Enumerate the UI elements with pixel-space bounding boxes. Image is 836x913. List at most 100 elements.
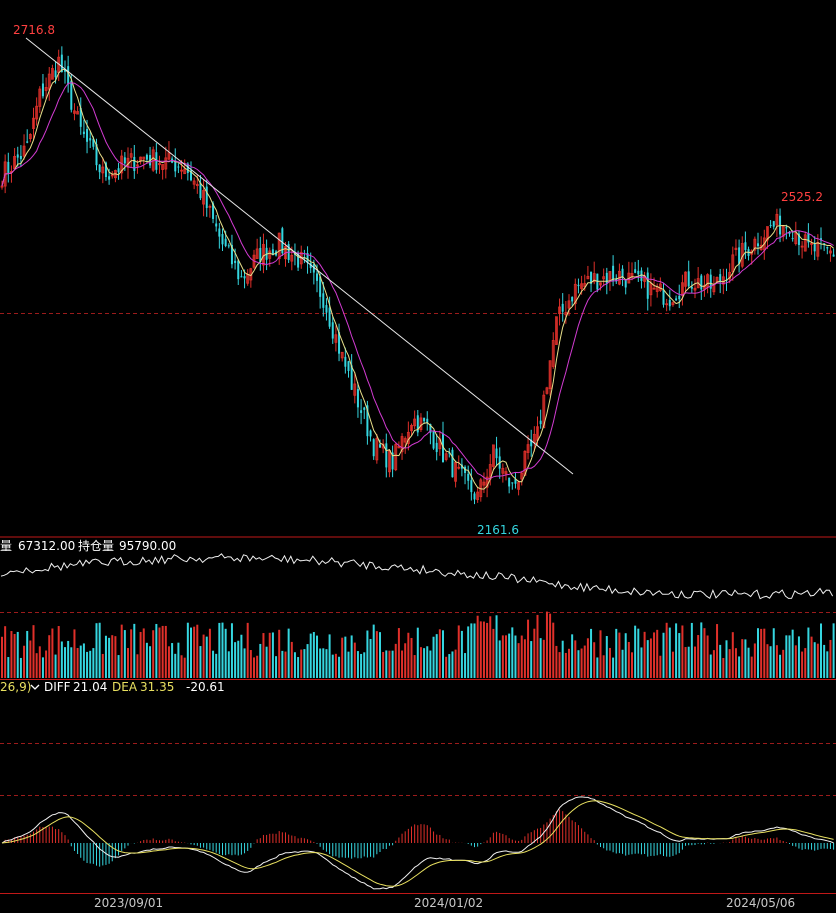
diff-label: DIFF [44, 680, 71, 694]
candle-body [60, 54, 63, 73]
volume-bar [60, 641, 63, 678]
candle-body [22, 145, 26, 157]
volume-bar [757, 628, 759, 678]
volume-bar [498, 640, 501, 678]
candle-body [624, 280, 627, 288]
volume-bar [615, 628, 618, 678]
candle-body [590, 271, 593, 284]
volume-bar [287, 628, 290, 678]
candle-body [779, 215, 782, 235]
volume-bar [656, 629, 659, 678]
candle-body [803, 234, 807, 252]
candle-body [202, 189, 206, 205]
candle-body [297, 252, 300, 268]
volume-bar [671, 651, 674, 678]
volume-prefix: 量 [0, 539, 12, 553]
volume-bar [404, 643, 407, 678]
volume-bar [401, 650, 404, 678]
volume-bar [45, 650, 48, 678]
candle-body [391, 452, 394, 470]
volume-bar [826, 651, 829, 678]
candle-body [186, 163, 189, 173]
volume-bar [284, 651, 287, 678]
volume-bar [457, 625, 460, 678]
candle-body [129, 153, 133, 158]
candle-body [634, 269, 637, 273]
volume-bar [183, 657, 186, 678]
volume-bar [369, 638, 372, 678]
volume-bar [70, 647, 73, 678]
volume-bar [527, 619, 530, 678]
volume-bar [57, 626, 60, 678]
candle-body [277, 232, 281, 260]
volume-bar [734, 648, 737, 678]
volume-bar [413, 655, 416, 678]
volume-bar [429, 650, 432, 678]
volume-bar [265, 646, 268, 678]
candle-body [89, 138, 92, 141]
candle-body [117, 168, 120, 173]
candle-body [70, 80, 73, 110]
volume-bar [675, 623, 678, 678]
volume-bar [114, 636, 117, 678]
volume-bar [353, 642, 356, 678]
volume-bar [202, 634, 205, 678]
candle-body [205, 186, 208, 209]
volume-bar [602, 655, 605, 678]
volume-bar [32, 625, 35, 678]
volume-bar [539, 638, 542, 678]
volume-bar [476, 615, 479, 678]
volume-bar [769, 646, 772, 678]
volume-bar [479, 621, 482, 678]
volume-bar [782, 649, 785, 678]
volume-bar [549, 613, 552, 678]
volume-bar [338, 656, 341, 678]
volume-bar [259, 643, 262, 678]
volume-bar [703, 628, 706, 678]
volume-bar [728, 649, 731, 678]
candle-body [485, 476, 489, 488]
candle-body [92, 138, 95, 147]
candle-body [0, 185, 4, 188]
volume-bar [555, 645, 558, 678]
candle-body [79, 107, 82, 127]
candle-body [161, 164, 165, 170]
candle-body [668, 299, 671, 307]
x-axis-label-2: 2024/01/02 [414, 896, 483, 910]
candle-body [637, 270, 640, 275]
volume-bar [64, 647, 66, 678]
candle-body [67, 66, 70, 85]
candle-body [734, 247, 738, 250]
candle-body [82, 131, 85, 135]
volume-bar [520, 635, 523, 678]
candle-body [457, 466, 461, 469]
candle-body [621, 268, 624, 279]
volume-bar [820, 623, 822, 678]
open-interest-line [0, 553, 834, 600]
candle-body [64, 69, 66, 72]
volume-bar [712, 650, 715, 678]
volume-bar [517, 643, 520, 678]
volume-bar [177, 642, 180, 678]
volume-bar [571, 634, 574, 678]
candle-body [548, 360, 552, 390]
volume-bar [495, 615, 498, 678]
volume-bar [435, 634, 438, 678]
volume-bar [687, 646, 690, 678]
candle-body [612, 265, 615, 281]
volume-bar [54, 654, 57, 678]
volume-bar [523, 639, 526, 678]
volume-bar [552, 622, 555, 678]
volume-bar [482, 621, 485, 678]
candle-body [347, 361, 350, 371]
volume-bar [224, 628, 227, 678]
chevron-down-icon[interactable] [30, 684, 40, 690]
volume-bar [816, 643, 819, 678]
candle-body [101, 166, 105, 174]
candle-body [95, 144, 98, 166]
candle-body [567, 300, 571, 309]
candle-body [180, 169, 183, 172]
candle-body [640, 270, 643, 282]
volume-bar [303, 649, 306, 678]
